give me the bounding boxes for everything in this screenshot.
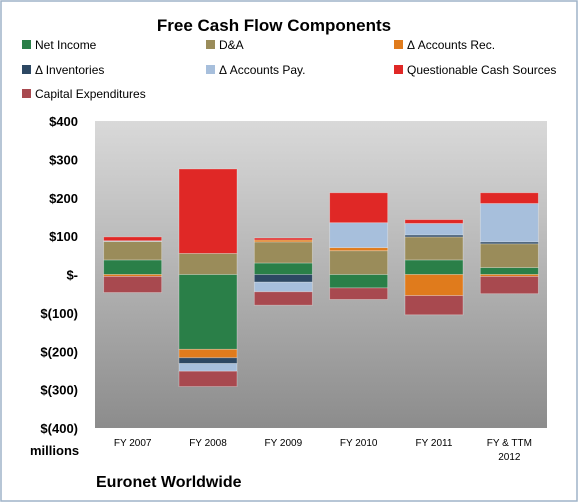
legend-swatch-questionable-cash-sources [394, 65, 403, 74]
legend-swatch-delta-inventories [22, 65, 31, 74]
bar-danda-fy-2010 [329, 250, 389, 275]
bar-danda-fy-2009 [253, 241, 313, 264]
bar-questionable-cash-sources-fy-2009 [253, 237, 313, 241]
bar-net-income-fy-2009 [253, 262, 313, 275]
bars [103, 168, 539, 387]
bar-delta-accounts-pay-fy-2008 [178, 363, 238, 372]
y-tick-label: $(400) [40, 421, 78, 436]
bar-questionable-cash-sources-fy-2010 [329, 192, 389, 224]
bar-capital-expenditures-fy-2010 [329, 287, 389, 300]
x-tick-label: FY & TTM [487, 438, 532, 449]
bar-questionable-cash-sources-fy-2008 [178, 168, 238, 254]
x-tick-label: FY 2007 [114, 438, 152, 449]
bar-delta-accounts-rec-fy-2008 [178, 348, 238, 359]
bar-capital-expenditures-fy-2007 [103, 276, 163, 293]
bar-questionable-cash-sources-fy-2011 [404, 219, 464, 224]
legend-swatch-delta-accounts-pay [206, 65, 215, 74]
bar-danda-fy-2011 [404, 236, 464, 261]
bar-capital-expenditures-fy-and-ttm-2012 [479, 276, 539, 295]
bar-danda-fy-2007 [103, 241, 163, 261]
y-tick-label: $300 [49, 152, 78, 167]
y-tick-label: $(100) [40, 306, 78, 321]
x-axis: FY 2007 FY 2008 FY 2009 FY 2010 FY 2011 FY & … [114, 438, 532, 463]
legend-label-capital-expenditures: Capital Expenditures [35, 87, 146, 101]
legend-label-delta-inventories: Δ Inventories [35, 63, 104, 77]
legend-swatch-net-income [22, 40, 31, 49]
bar-delta-accounts-rec-fy-2010 [329, 247, 389, 252]
x-tick-label: FY 2009 [265, 438, 303, 449]
y-tick-label: $(300) [40, 383, 78, 398]
bar-net-income-fy-2008 [178, 274, 238, 350]
x-tick-label: 2012 [498, 452, 521, 463]
x-tick-label: FY 2008 [189, 438, 227, 449]
legend-swatch-danda [206, 40, 215, 49]
bar-delta-accounts-pay-fy-and-ttm-2012 [479, 203, 539, 243]
bar-delta-inventories-fy-2008 [178, 357, 238, 364]
bar-danda-fy-2008 [178, 252, 238, 275]
bar-capital-expenditures-fy-2009 [253, 291, 313, 306]
y-tick-label: $100 [49, 229, 78, 244]
bar-capital-expenditures-fy-2008 [178, 370, 238, 387]
x-tick-label: FY 2010 [340, 438, 378, 449]
bar-delta-accounts-pay-fy-2010 [329, 222, 389, 249]
chart-title: Free Cash Flow Components [157, 16, 391, 35]
y-tick-label: $- [66, 268, 78, 283]
bar-net-income-fy-and-ttm-2012 [479, 267, 539, 275]
legend-label-questionable-cash-sources: Questionable Cash Sources [407, 63, 556, 77]
bar-net-income-fy-2007 [103, 259, 163, 275]
y-tick-label: $400 [49, 114, 78, 129]
bar-questionable-cash-sources-fy-2007 [103, 236, 163, 242]
bar-delta-inventories-fy-2011 [404, 234, 464, 238]
legend-label-net-income: Net Income [35, 38, 97, 52]
bar-net-income-fy-2010 [329, 274, 389, 289]
bar-net-income-fy-2011 [404, 259, 464, 275]
bar-delta-accounts-pay-fy-2009 [253, 281, 313, 293]
x-tick-label: FY 2011 [416, 438, 453, 449]
bar-delta-inventories-fy-2009 [253, 274, 313, 283]
bar-delta-accounts-pay-fy-2011 [404, 223, 464, 236]
y-tick-label: $200 [49, 191, 78, 206]
plot-area [95, 121, 547, 428]
bar-delta-accounts-rec-fy-2011 [404, 274, 464, 297]
bar-capital-expenditures-fy-2011 [404, 295, 464, 316]
footer-company-name: Euronet Worldwide [96, 474, 242, 491]
legend-swatch-delta-accounts-rec [394, 40, 403, 49]
y-axis: $400 $300 $200 $100 $- $(100) $(200) $(300) $(40… [40, 114, 78, 436]
legend: Net Income D&A Δ Accounts Rec. Δ Inventorie… [22, 38, 556, 101]
y-tick-label: $(200) [40, 344, 78, 359]
legend-label-delta-accounts-rec: Δ Accounts Rec. [407, 38, 495, 52]
legend-label-delta-accounts-pay: Δ Accounts Pay. [219, 63, 306, 77]
legend-swatch-capital-expenditures [22, 89, 31, 98]
legend-label-danda: D&A [219, 38, 244, 52]
bar-questionable-cash-sources-fy-and-ttm-2012 [479, 192, 539, 204]
bar-danda-fy-and-ttm-2012 [479, 243, 539, 268]
units-label: millions [30, 443, 79, 458]
